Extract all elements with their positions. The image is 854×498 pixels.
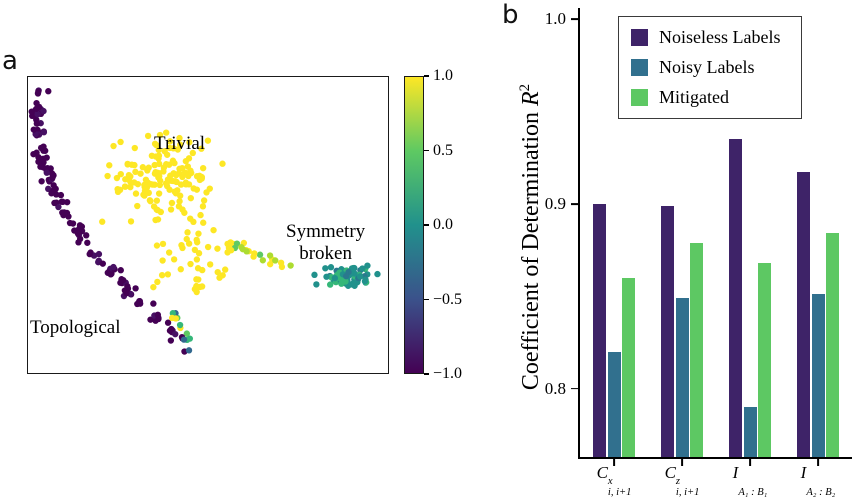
bar bbox=[729, 139, 742, 457]
bar bbox=[607, 351, 621, 457]
colorbar-tick-mark bbox=[424, 149, 429, 152]
bar bbox=[661, 205, 674, 457]
y-tick-label: 1.0 bbox=[544, 9, 566, 29]
bar bbox=[811, 294, 825, 457]
colorbar-tick-mark bbox=[424, 224, 429, 226]
colorbar-tick-mark bbox=[424, 373, 429, 375]
scatter-points bbox=[28, 87, 381, 355]
scatter-plot: Trivial Symmetry broken Topological bbox=[27, 76, 389, 374]
colorbar-tick: −1.0 bbox=[424, 365, 462, 383]
colorbar-tick-mark bbox=[424, 75, 429, 77]
colorbar-tick-label: −0.5 bbox=[433, 290, 463, 308]
y-tick-mark bbox=[571, 202, 580, 205]
y-tick-mark bbox=[571, 18, 580, 20]
legend-item: Noisy Labels bbox=[631, 57, 789, 78]
bar-chart: Noiseless Labels Noisy Labels Mitigated 1.… bbox=[545, 8, 852, 498]
bar bbox=[690, 242, 703, 457]
x-tick-mark bbox=[749, 459, 751, 466]
panel-b-label: b bbox=[502, 0, 519, 30]
colorbar-tick-label: 1.0 bbox=[433, 67, 453, 84]
colorbar-tick-label: 0.0 bbox=[433, 216, 453, 233]
bar bbox=[675, 298, 689, 457]
annotation-1: Symmetry broken bbox=[286, 221, 366, 264]
colorbar-tick: 1.0 bbox=[424, 67, 453, 85]
colorbar-tick-label: −1.0 bbox=[433, 365, 463, 382]
legend-item: Mitigated bbox=[631, 87, 789, 108]
legend: Noiseless Labels Noisy Labels Mitigated bbox=[618, 16, 802, 119]
y-tick-label: 0.8 bbox=[544, 378, 566, 398]
legend-swatch bbox=[631, 59, 648, 76]
bar bbox=[826, 233, 839, 457]
legend-swatch bbox=[631, 89, 648, 106]
legend-swatch bbox=[631, 29, 648, 46]
legend-label: Noiseless Labels bbox=[659, 27, 781, 47]
annotation-0: Trivial bbox=[154, 133, 206, 154]
y-axis-label: Coefficient of Determination R2 bbox=[517, 83, 544, 391]
bar bbox=[758, 263, 771, 457]
x-tick-mark bbox=[817, 459, 819, 466]
colorbar-tick: −0.5 bbox=[424, 291, 462, 309]
bar bbox=[622, 277, 635, 457]
x-category-label: I A₂ : B₂ bbox=[800, 463, 836, 498]
bar bbox=[593, 203, 606, 457]
colorbar-tick: 0.0 bbox=[424, 216, 453, 234]
colorbar-tick-mark bbox=[424, 298, 429, 301]
colorbar bbox=[404, 76, 424, 374]
annotation-2: Topological bbox=[30, 317, 121, 338]
colorbar-tick: 0.5 bbox=[424, 142, 453, 160]
legend-label: Mitigated bbox=[659, 87, 729, 107]
bar bbox=[743, 407, 757, 457]
y-tick-label: 0.9 bbox=[544, 193, 566, 213]
panel-a-label: a bbox=[2, 46, 18, 76]
bar bbox=[797, 172, 810, 457]
colorbar-tick-label: 0.5 bbox=[433, 141, 453, 159]
legend-item: Noiseless Labels bbox=[631, 27, 789, 48]
legend-label: Noisy Labels bbox=[659, 57, 755, 77]
x-tick-mark bbox=[613, 459, 615, 466]
y-tick-mark bbox=[571, 387, 580, 390]
x-tick-mark bbox=[681, 459, 683, 466]
colorbar-ticks: 1.0 0.5 0.0 −0.5 −1.0 bbox=[424, 67, 484, 382]
